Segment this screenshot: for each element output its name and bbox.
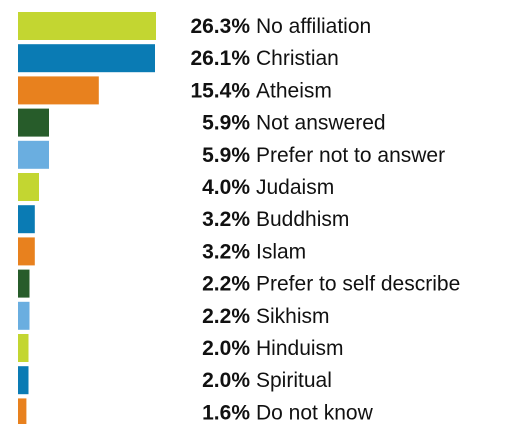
value-label-9: 2.2%: [202, 305, 250, 328]
bar-1: [18, 44, 155, 73]
category-label-11: Spiritual: [256, 369, 332, 392]
value-label-3: 5.9%: [202, 112, 250, 135]
category-label-9: Sikhism: [256, 305, 330, 328]
bar-4: [18, 140, 49, 169]
value-label-0: 26.3%: [190, 15, 250, 38]
value-label-10: 2.0%: [202, 337, 250, 360]
category-label-1: Christian: [256, 47, 339, 70]
bar-12: [18, 398, 27, 424]
value-label-4: 5.9%: [202, 144, 250, 167]
bar-9: [18, 301, 30, 330]
bar-11: [18, 366, 29, 395]
value-label-6: 3.2%: [202, 208, 250, 231]
category-label-12: Do not know: [256, 401, 374, 424]
bar-10: [18, 334, 29, 362]
category-label-3: Not answered: [256, 112, 386, 135]
bars-group: [18, 12, 156, 424]
value-label-12: 1.6%: [202, 401, 250, 424]
category-label-4: Prefer not to answer: [256, 144, 445, 167]
value-label-1: 26.1%: [190, 47, 250, 70]
bar-7: [18, 237, 35, 266]
bar-3: [18, 108, 49, 137]
category-label-6: Buddhism: [256, 208, 349, 231]
value-labels-group: 26.3% 26.1% 15.4% 5.9% 5.9% 4.0% 3.2% 3.2% 2.2% 2…: [190, 15, 250, 424]
value-label-2: 15.4%: [190, 79, 250, 102]
bar-6: [18, 205, 35, 234]
bar-2: [18, 76, 99, 105]
category-label-5: Judaism: [256, 176, 334, 199]
value-label-7: 3.2%: [202, 240, 250, 263]
category-label-2: Atheism: [256, 79, 332, 102]
value-label-5: 4.0%: [202, 176, 250, 199]
category-label-10: Hinduism: [256, 337, 344, 360]
bar-8: [18, 269, 30, 298]
value-label-11: 2.0%: [202, 369, 250, 392]
bar-5: [18, 173, 39, 201]
category-labels-group: No affiliation Christian Atheism Not answer…: [256, 15, 460, 424]
category-label-0: No affiliation: [256, 15, 371, 38]
bar-0: [18, 12, 156, 40]
category-label-7: Islam: [256, 240, 306, 263]
value-label-8: 2.2%: [202, 273, 250, 296]
category-label-8: Prefer to self describe: [256, 273, 460, 296]
